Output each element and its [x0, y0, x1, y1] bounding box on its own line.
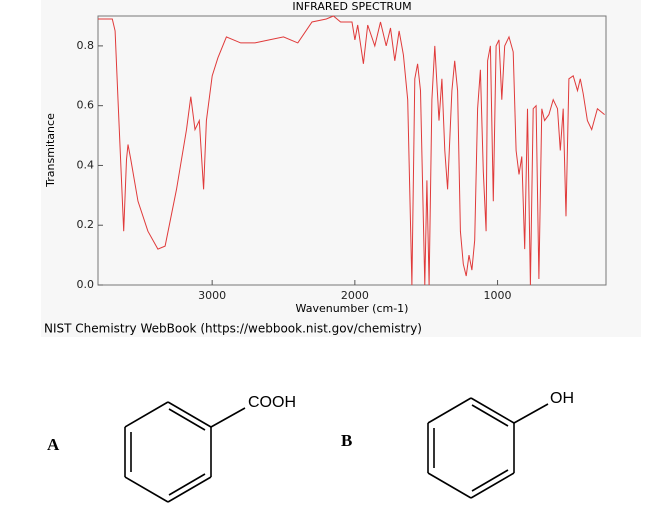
x-tick-label: 1000	[484, 289, 512, 302]
substituent: COOH	[248, 394, 296, 411]
y-tick-label: 0.4	[77, 158, 95, 171]
source-note: NIST Chemistry WebBook (https://webbook.…	[44, 322, 422, 336]
y-tick-label: 0.2	[77, 218, 95, 231]
substituent: OH	[550, 390, 574, 407]
x-axis-label: Wavenumber (cm-1)	[296, 302, 409, 315]
x-tick-label: 2000	[341, 289, 369, 302]
y-axis-label: Transmitance	[44, 113, 57, 188]
y-tick-label: 0.8	[77, 39, 95, 52]
structure-a: A COOH	[47, 394, 296, 503]
structure-label: B	[341, 431, 352, 450]
structure-b: B OH	[341, 390, 574, 499]
chart-title: INFRARED SPECTRUM	[292, 0, 411, 13]
spectrum-line	[98, 15, 605, 286]
structure-label: A	[47, 435, 60, 454]
x-tick-label: 3000	[198, 289, 226, 302]
y-tick-label: 0.0	[77, 278, 95, 291]
y-tick-label: 0.6	[77, 99, 95, 112]
